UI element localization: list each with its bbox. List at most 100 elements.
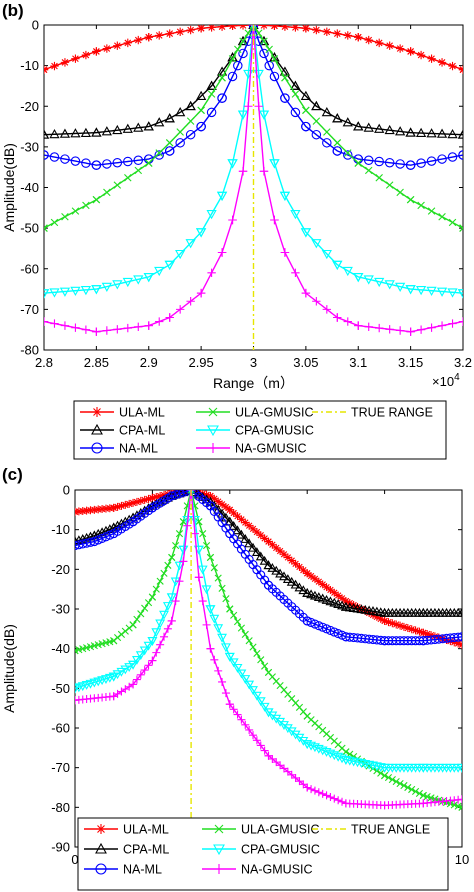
data-point (419, 799, 428, 808)
data-point (194, 573, 203, 582)
data-point (311, 100, 322, 111)
x-axis-label: Range（m） (213, 375, 294, 391)
data-point (109, 692, 118, 701)
panel-label: (c) (2, 465, 23, 484)
data-point (406, 195, 415, 204)
data-point (213, 624, 224, 634)
data-point (155, 317, 164, 326)
data-point (81, 325, 91, 334)
data-point (364, 322, 373, 332)
data-point (310, 743, 320, 753)
data-point (343, 150, 353, 160)
data-point (229, 705, 238, 714)
series-ula-gmusic (44, 25, 463, 232)
data-point (407, 625, 416, 634)
data-point (265, 45, 273, 54)
data-point (338, 797, 347, 806)
data-point (240, 534, 251, 543)
data-point (244, 538, 255, 548)
data-point (269, 159, 280, 169)
data-point (380, 801, 389, 810)
legend-item: NA-GMUSIC (202, 863, 313, 877)
data-point (217, 633, 227, 643)
legend-box (73, 400, 447, 460)
data-point (154, 117, 165, 127)
data-point (406, 327, 415, 336)
data-point (44, 129, 50, 139)
x-tick-label: 3.05 (293, 355, 318, 370)
data-point (415, 285, 427, 296)
data-point (165, 313, 174, 322)
data-point (251, 691, 262, 701)
panel-c: (c)02468100-10-20-30-40-50-60-70-80-90DO… (1, 465, 469, 891)
data-point (252, 528, 261, 537)
y-tick-label: -70 (51, 760, 70, 775)
data-point (122, 277, 133, 288)
data-point (257, 656, 265, 664)
data-point (101, 282, 112, 292)
data-point (134, 322, 143, 332)
y-tick-label: -90 (51, 840, 70, 855)
data-point (332, 260, 343, 271)
data-point (291, 90, 300, 98)
y-tick-label: -60 (51, 721, 70, 736)
data-point (148, 593, 156, 601)
data-point (322, 583, 331, 592)
data-point (454, 639, 462, 648)
data-point (448, 319, 457, 328)
data-point (354, 321, 363, 330)
data-point (148, 493, 157, 502)
data-point (392, 777, 400, 786)
data-point (447, 128, 458, 139)
data-point (254, 102, 263, 111)
data-point (49, 288, 60, 298)
data-point (426, 156, 437, 166)
data-point (334, 591, 343, 600)
data-point (102, 44, 112, 53)
data-point (354, 32, 363, 42)
data-point (237, 624, 245, 632)
x-tick-label: 3.2 (454, 355, 472, 370)
data-point (374, 156, 384, 167)
data-point (416, 158, 426, 168)
series-ula-ml (75, 490, 462, 649)
data-point (233, 618, 242, 626)
data-point (450, 801, 458, 809)
data-point (313, 592, 324, 602)
data-point (249, 643, 257, 651)
data-point (218, 584, 226, 592)
data-point (281, 74, 289, 82)
data-point (318, 622, 328, 632)
data-point (457, 289, 463, 299)
data-point (457, 129, 463, 139)
data-point (134, 166, 143, 175)
data-point (71, 54, 80, 63)
data-point (375, 174, 383, 182)
y-tick-label: -40 (20, 180, 39, 195)
data-point (353, 272, 364, 283)
data-point (325, 749, 336, 759)
data-point (396, 188, 404, 197)
data-point (154, 150, 164, 160)
data-point (206, 107, 217, 118)
data-point (437, 321, 447, 330)
data-point (167, 491, 177, 501)
data-point (236, 669, 247, 679)
data-point (384, 280, 395, 290)
data-point (321, 748, 332, 757)
x-exponent-power: 4 (454, 372, 460, 383)
data-point (44, 65, 49, 74)
data-point (165, 139, 174, 147)
data-point (248, 542, 258, 552)
data-point (317, 746, 328, 756)
data-point (254, 29, 263, 37)
data-point (144, 599, 153, 607)
data-point (128, 517, 138, 527)
data-point (287, 556, 296, 565)
data-point (60, 58, 70, 67)
data-point (178, 545, 189, 555)
data-point (314, 621, 324, 631)
data-point (321, 624, 332, 634)
data-point (155, 149, 163, 157)
data-point (374, 277, 385, 288)
